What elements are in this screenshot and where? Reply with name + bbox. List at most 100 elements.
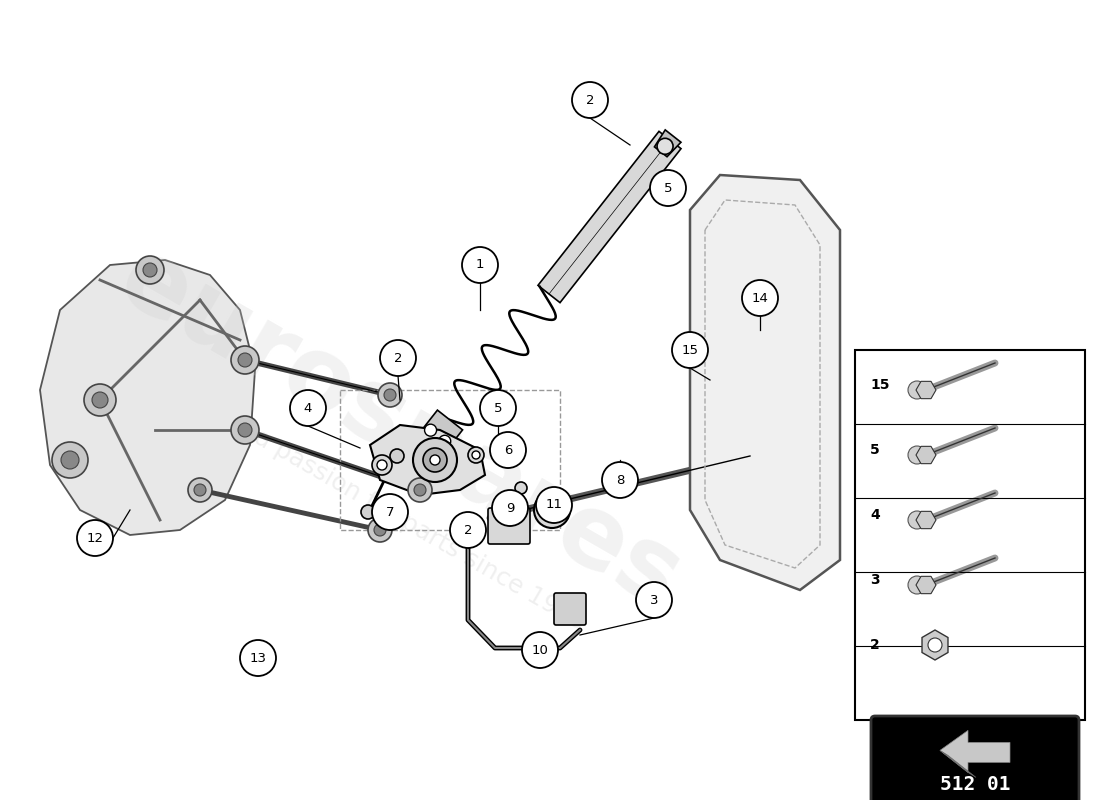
Text: 2: 2 [870, 638, 880, 652]
Circle shape [480, 390, 516, 426]
Circle shape [636, 582, 672, 618]
Circle shape [908, 511, 926, 529]
Circle shape [908, 446, 926, 464]
Circle shape [412, 438, 456, 482]
Text: 5: 5 [663, 182, 672, 194]
Circle shape [378, 383, 402, 407]
Circle shape [425, 424, 437, 436]
Polygon shape [940, 730, 1010, 773]
Circle shape [379, 340, 416, 376]
Circle shape [450, 512, 486, 548]
FancyBboxPatch shape [554, 593, 586, 625]
Text: 14: 14 [751, 291, 769, 305]
Circle shape [188, 478, 212, 502]
Polygon shape [916, 382, 936, 398]
Text: 2: 2 [464, 523, 472, 537]
FancyBboxPatch shape [871, 716, 1079, 800]
Polygon shape [654, 130, 681, 157]
Circle shape [497, 514, 509, 526]
Circle shape [240, 640, 276, 676]
Circle shape [52, 442, 88, 478]
Text: 4: 4 [870, 508, 880, 522]
Polygon shape [538, 131, 681, 302]
Circle shape [414, 484, 426, 496]
Text: 15: 15 [870, 378, 890, 392]
Circle shape [544, 502, 560, 518]
Circle shape [60, 451, 79, 469]
Polygon shape [916, 446, 936, 464]
Circle shape [657, 138, 673, 154]
Polygon shape [419, 410, 463, 454]
FancyBboxPatch shape [488, 508, 530, 544]
Circle shape [136, 256, 164, 284]
Circle shape [492, 490, 528, 526]
Circle shape [468, 447, 484, 463]
Circle shape [572, 82, 608, 118]
Circle shape [536, 487, 572, 523]
Polygon shape [922, 630, 948, 660]
Circle shape [472, 451, 480, 459]
Text: 5: 5 [494, 402, 503, 414]
Circle shape [462, 247, 498, 283]
Circle shape [522, 632, 558, 668]
Circle shape [408, 478, 432, 502]
Circle shape [672, 332, 708, 368]
Circle shape [928, 638, 942, 652]
Circle shape [384, 389, 396, 401]
Polygon shape [940, 750, 976, 778]
Circle shape [534, 492, 570, 528]
Polygon shape [40, 260, 255, 535]
Circle shape [290, 390, 326, 426]
Text: 13: 13 [250, 651, 266, 665]
Polygon shape [916, 511, 936, 529]
Text: 10: 10 [531, 643, 549, 657]
Circle shape [490, 432, 526, 468]
FancyBboxPatch shape [855, 350, 1085, 720]
Circle shape [231, 416, 258, 444]
Circle shape [372, 455, 392, 475]
Circle shape [908, 576, 926, 594]
Text: eurospares: eurospares [102, 230, 698, 630]
Text: 9: 9 [506, 502, 514, 514]
Circle shape [361, 505, 375, 519]
Text: 4: 4 [304, 402, 312, 414]
Circle shape [377, 460, 387, 470]
Text: 2: 2 [394, 351, 403, 365]
Text: 12: 12 [87, 531, 103, 545]
Circle shape [238, 423, 252, 437]
Circle shape [908, 381, 926, 399]
Text: 15: 15 [682, 343, 698, 357]
Circle shape [439, 435, 451, 447]
Circle shape [602, 462, 638, 498]
Text: 1: 1 [475, 258, 484, 271]
Text: 7: 7 [386, 506, 394, 518]
Circle shape [92, 392, 108, 408]
Polygon shape [370, 425, 485, 495]
Circle shape [424, 448, 447, 472]
Text: 3: 3 [870, 573, 880, 587]
Circle shape [430, 455, 440, 465]
Circle shape [143, 263, 157, 277]
Polygon shape [690, 175, 840, 590]
Circle shape [84, 384, 116, 416]
Circle shape [650, 170, 686, 206]
Circle shape [194, 484, 206, 496]
Text: 3: 3 [650, 594, 658, 606]
Text: 6: 6 [504, 443, 513, 457]
Text: 512 01: 512 01 [939, 774, 1010, 794]
Text: 5: 5 [870, 443, 880, 457]
Circle shape [742, 280, 778, 316]
Circle shape [390, 449, 404, 463]
Text: a passion for parts since 1985: a passion for parts since 1985 [250, 425, 590, 635]
Polygon shape [916, 576, 936, 594]
Circle shape [238, 353, 252, 367]
Circle shape [77, 520, 113, 556]
Circle shape [374, 524, 386, 536]
Text: 11: 11 [546, 498, 562, 511]
Circle shape [368, 518, 392, 542]
Text: 8: 8 [616, 474, 624, 486]
Circle shape [231, 346, 258, 374]
Circle shape [515, 482, 527, 494]
Circle shape [372, 494, 408, 530]
Text: 2: 2 [585, 94, 594, 106]
